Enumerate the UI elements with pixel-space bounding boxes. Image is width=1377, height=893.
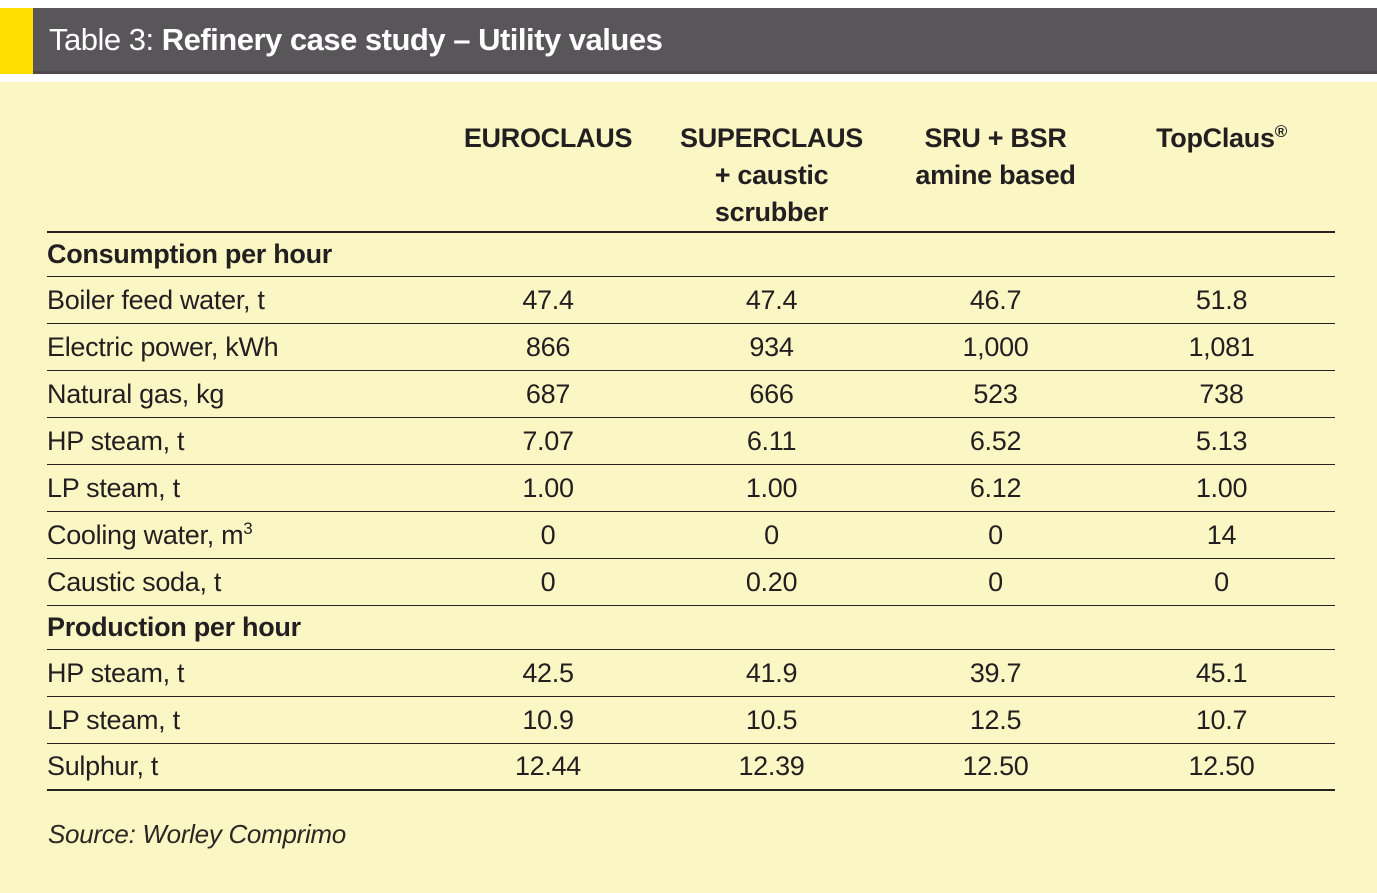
cell-value: 934 — [749, 331, 794, 362]
column-header-sru-bsr: SRU + BSR amine based — [915, 123, 1076, 190]
cell-value: 6.11 — [746, 425, 797, 456]
cell-value: 10.5 — [745, 704, 798, 735]
cell-value: 1.00 — [522, 472, 574, 503]
cell-value: 46.7 — [969, 284, 1022, 315]
cell-value: 39.7 — [969, 657, 1022, 688]
accent-square — [0, 8, 33, 74]
cell-value: 1,081 — [1188, 331, 1255, 362]
utility-values-table: EUROCLAUS SUPERCLAUS + caustic scrubber … — [47, 120, 1335, 791]
cell-value: 12.5 — [969, 704, 1022, 735]
cell-value: 10.9 — [522, 704, 574, 735]
superscript-3: 3 — [243, 518, 253, 538]
section-header-consumption: Consumption per hour — [47, 233, 1335, 277]
cell-value: 0 — [1214, 566, 1229, 597]
table-title: Refinery case study – Utility values — [161, 21, 663, 57]
row-label: HP steam, t — [47, 425, 185, 456]
table-row: HP steam, t 42.5 41.9 39.7 45.1 — [47, 650, 1335, 697]
cell-value: 47.4 — [522, 284, 574, 315]
cell-value: 0 — [540, 519, 556, 550]
table-row: Electric power, kWh 866 934 1,000 1,081 — [47, 324, 1335, 371]
cell-value: 687 — [525, 378, 571, 409]
table-header-row: EUROCLAUS SUPERCLAUS + caustic scrubber … — [47, 120, 1335, 233]
table-row: LP steam, t 1.00 1.00 6.12 1.00 — [47, 465, 1335, 512]
cell-value: 866 — [525, 331, 571, 362]
cell-value: 41.9 — [745, 657, 798, 688]
cell-value: 5.13 — [1195, 425, 1248, 456]
row-label: Caustic soda, t — [47, 566, 222, 597]
column-header-superclaus: SUPERCLAUS + caustic scrubber — [679, 123, 864, 227]
cell-value: 0 — [764, 519, 779, 550]
table-number: Table 3: — [49, 21, 162, 57]
cell-value: 523 — [973, 378, 1018, 409]
cell-value: 45.1 — [1195, 657, 1248, 688]
section-header-production: Production per hour — [47, 606, 1335, 650]
source-note: Source: Worley Comprimo — [48, 819, 346, 849]
table-row: LP steam, t 10.9 10.5 12.5 10.7 — [47, 697, 1335, 744]
row-label: Natural gas, kg — [47, 378, 225, 409]
cell-value: 12.50 — [962, 751, 1029, 781]
cell-value: 0 — [988, 566, 1003, 597]
table-caption-bar: Table 3: Refinery case study – Utility v… — [33, 8, 1377, 74]
cell-value: 0.20 — [745, 566, 798, 597]
row-label: LP steam, t — [47, 704, 180, 735]
cell-value: 6.52 — [969, 425, 1022, 456]
cell-value: 1,000 — [962, 331, 1029, 362]
row-label: Boiler feed water, t — [47, 284, 265, 315]
cell-value: 7.07 — [522, 425, 574, 456]
table-row: Cooling water, m3 0 0 0 14 — [47, 512, 1335, 559]
row-label: LP steam, t — [47, 472, 180, 503]
registered-trademark-symbol: ® — [1274, 122, 1288, 141]
cell-value: 738 — [1199, 378, 1244, 409]
cell-value: 12.50 — [1188, 751, 1255, 781]
table-row: Natural gas, kg 687 666 523 738 — [47, 371, 1335, 418]
row-label: Sulphur, t — [47, 751, 159, 781]
cell-value: 12.44 — [514, 751, 582, 781]
column-header-topclaus: TopClaus® — [1156, 122, 1288, 153]
row-label: HP steam, t — [47, 657, 185, 688]
cell-value: 10.7 — [1195, 704, 1248, 735]
table-row: Sulphur, t 12.44 12.39 12.50 12.50 — [47, 744, 1335, 791]
cell-value: 1.00 — [1195, 472, 1248, 503]
table-row: Caustic soda, t 0 0.20 0 0 — [47, 559, 1335, 606]
cell-value: 1.00 — [745, 472, 798, 503]
cell-value: 666 — [749, 378, 794, 409]
cell-value: 51.8 — [1195, 284, 1248, 315]
cell-value: 42.5 — [522, 657, 574, 688]
row-label: Cooling water, m3 — [47, 518, 253, 550]
table-panel: EUROCLAUS SUPERCLAUS + caustic scrubber … — [0, 82, 1377, 893]
title-bar: Table 3: Refinery case study – Utility v… — [0, 8, 1377, 74]
cell-value: 6.12 — [969, 472, 1022, 503]
cell-value: 47.4 — [745, 284, 798, 315]
table-row: Boiler feed water, t 47.4 47.4 46.7 51.8 — [47, 277, 1335, 324]
cell-value: 0 — [988, 519, 1003, 550]
table-row: HP steam, t 7.07 6.11 6.52 5.13 — [47, 418, 1335, 465]
row-label: Electric power, kWh — [47, 331, 279, 362]
cell-value: 14 — [1206, 519, 1237, 550]
cell-value: 0 — [540, 566, 556, 597]
column-header-euroclaus: EUROCLAUS — [463, 123, 633, 153]
cell-value: 12.39 — [738, 751, 805, 781]
